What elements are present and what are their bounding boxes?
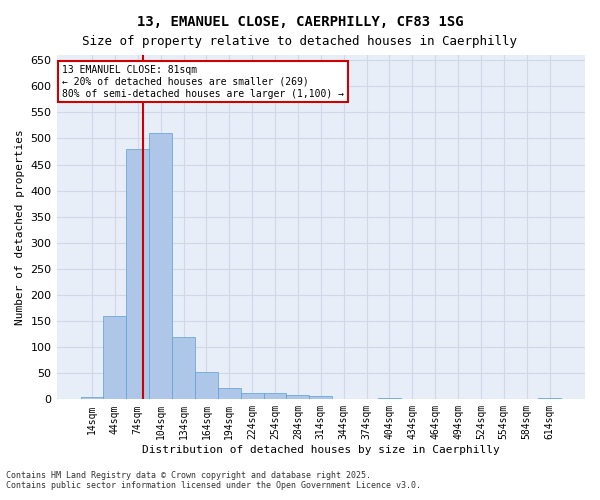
Text: 13 EMANUEL CLOSE: 81sqm
← 20% of detached houses are smaller (269)
80% of semi-d: 13 EMANUEL CLOSE: 81sqm ← 20% of detache… xyxy=(62,66,344,98)
Bar xyxy=(538,398,561,400)
X-axis label: Distribution of detached houses by size in Caerphilly: Distribution of detached houses by size … xyxy=(142,445,500,455)
Text: Contains HM Land Registry data © Crown copyright and database right 2025.
Contai: Contains HM Land Registry data © Crown c… xyxy=(6,470,421,490)
Bar xyxy=(286,395,310,400)
Bar xyxy=(127,149,149,400)
Bar xyxy=(218,388,241,400)
Bar xyxy=(103,316,127,400)
Bar xyxy=(310,396,332,400)
Bar xyxy=(378,398,401,400)
Bar xyxy=(241,393,263,400)
Bar xyxy=(195,372,218,400)
Text: Size of property relative to detached houses in Caerphilly: Size of property relative to detached ho… xyxy=(83,35,517,48)
Y-axis label: Number of detached properties: Number of detached properties xyxy=(15,130,25,325)
Bar xyxy=(149,134,172,400)
Bar xyxy=(172,336,195,400)
Bar xyxy=(80,396,103,400)
Bar xyxy=(263,393,286,400)
Text: 13, EMANUEL CLOSE, CAERPHILLY, CF83 1SG: 13, EMANUEL CLOSE, CAERPHILLY, CF83 1SG xyxy=(137,15,463,29)
